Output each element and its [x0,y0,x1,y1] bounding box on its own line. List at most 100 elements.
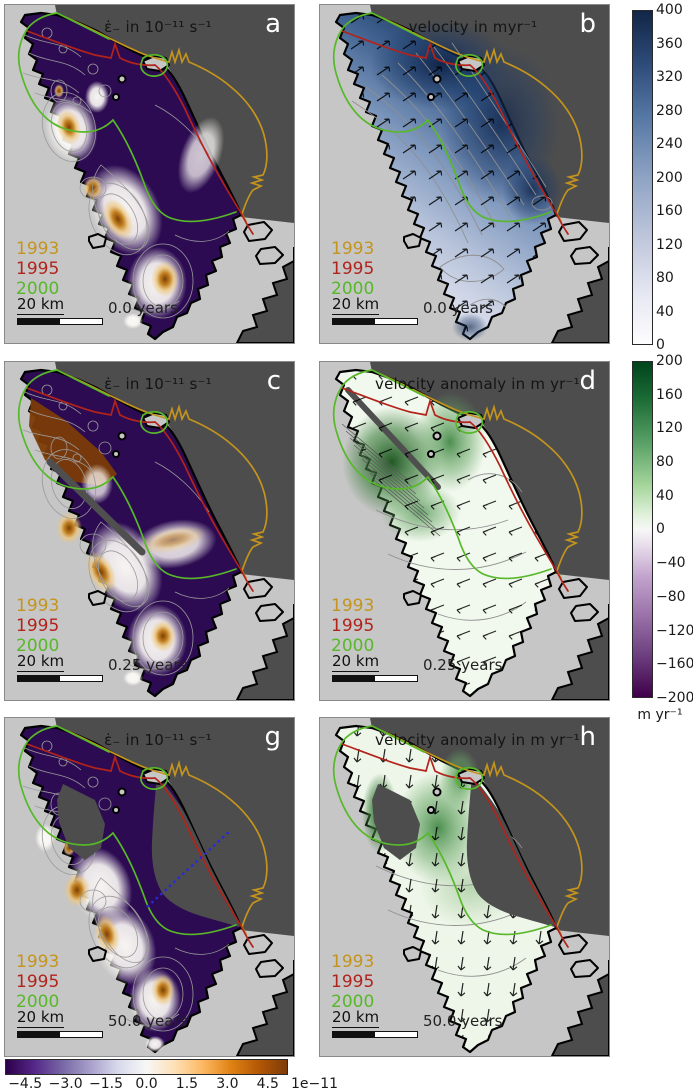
tick-label: 40 [656,487,674,504]
strain-colorbar-ticks: −4.5 −3.0 −1.5 0.0 1.5 3.0 4.5 [5,1076,288,1089]
legend-1995: 1995 [331,616,375,636]
tick-label: −40 [656,555,686,572]
time-label: 0.0 years [108,299,178,317]
scale-bar-label: 20 km [17,652,65,672]
tick-label: 40 [656,303,674,320]
tick-label: 120 [656,420,683,437]
scale-bar-label: 20 km [332,295,380,315]
tick-label: 0 [656,521,665,538]
panel-letter: d [579,366,596,396]
anomaly-colorbar [632,361,653,698]
legend-1995: 1995 [331,972,375,992]
scale-bar-label: 20 km [332,652,380,672]
scale-bar: 20 km [332,651,418,682]
map-d-velocity-anomaly [320,362,609,700]
front-year-legend: 1993 1995 2000 [16,952,59,1012]
tick-label: 280 [656,102,683,119]
legend-1993: 1993 [16,239,60,259]
anomaly-colorbar-unit: m yr⁻¹ [637,707,683,723]
tick-label: 1.5 [175,1076,199,1089]
panel-letter: c [266,366,281,396]
time-label: 0.25 years [108,656,188,674]
legend-2000: 2000 [331,279,375,299]
map-a-strain-rate [5,5,294,343]
anomaly-colorbar-ticks: 200 160 120 80 40 0 −40 −80 −120 −160 −2… [656,354,693,705]
scale-bar: 20 km [17,294,103,325]
legend-2000: 2000 [331,992,375,1012]
tick-label: −4.5 [8,1076,43,1089]
time-label: 0.25 years [423,656,503,674]
tick-label: −80 [656,588,686,605]
scale-bar: 20 km [17,1007,103,1038]
scale-bar-graphic [17,1031,103,1038]
scale-bar-graphic [332,675,418,682]
panel-letter: h [579,722,596,752]
transect-line [146,829,232,908]
scale-bar: 20 km [17,651,103,682]
time-label: 50.0 years [108,1012,188,1030]
velocity-colorbar-ticks: 400 360 320 280 240 200 160 120 80 40 0 [656,3,683,352]
tick-label: 200 [656,353,683,369]
front-year-legend: 1993 1995 2000 [16,239,59,299]
panel-title: velocity anomaly in m yr⁻¹ [375,375,580,393]
tick-label: 360 [656,35,683,52]
map-b-velocity [320,5,609,343]
legend-1993: 1993 [331,239,375,259]
legend-2000: 2000 [16,992,60,1012]
rift-band [46,458,146,556]
tick-label: −200 [656,689,693,706]
panel-letter: b [579,9,596,39]
tick-label: 0 [656,337,665,353]
legend-1993: 1993 [16,596,60,616]
panel-c: ε̇₋ in 10⁻¹¹ s⁻¹ c 1993 1995 2000 20 km … [4,361,295,701]
panel-title: velocity in myr⁻¹ [408,18,538,36]
tick-label: 0.0 [135,1076,158,1089]
panel-h: velocity anomaly in m yr⁻¹ h 1993 1995 2… [319,717,610,1057]
front-year-legend: 1993 1995 2000 [331,952,374,1012]
panel-a: ε̇₋ in 10⁻¹¹ s⁻¹ a 1993 1995 2000 20 km … [4,4,295,344]
map-h-velocity-anomaly [320,718,609,1056]
panel-b: velocity in myr⁻¹ b 1993 1995 2000 20 km… [319,4,610,344]
legend-1993: 1993 [331,596,375,616]
scale-bar-graphic [17,675,103,682]
tick-label: 320 [656,69,683,85]
scale-bar: 20 km [332,1007,418,1038]
map-c-strain-rate [5,362,294,700]
tick-label: 200 [656,169,683,186]
legend-1995: 1995 [16,972,60,992]
tick-label: −160 [656,656,693,673]
legend-2000: 2000 [16,279,60,299]
legend-1995: 1995 [331,259,375,279]
panel-d: velocity anomaly in m yr⁻¹ d 1993 1995 2… [319,361,610,701]
scale-bar-label: 20 km [17,1008,65,1028]
panel-title: ε̇₋ in 10⁻¹¹ s⁻¹ [104,731,212,749]
legend-2000: 2000 [16,636,60,656]
legend-1993: 1993 [16,952,60,972]
front-year-legend: 1993 1995 2000 [331,239,374,299]
scale-bar-label: 20 km [17,295,65,315]
scale-bar-graphic [332,1031,418,1038]
panel-letter: a [265,9,281,39]
panel-letter: g [264,722,281,752]
tick-label: 4.5 [256,1076,279,1089]
front-year-legend: 1993 1995 2000 [331,596,374,656]
tick-label: 160 [656,386,683,403]
scale-bar-graphic [332,318,418,325]
tick-label: −1.5 [89,1076,124,1089]
map-g-strain-rate [5,718,294,1056]
tick-label: 400 [656,2,683,18]
strain-colorbar [5,1059,288,1075]
tick-label: −3.0 [48,1076,83,1089]
tick-label: 80 [656,270,674,286]
panel-title: velocity anomaly in m yr⁻¹ [375,731,580,749]
time-label: 50.0 years [423,1012,503,1030]
tick-label: 240 [656,136,683,152]
legend-2000: 2000 [331,636,375,656]
panel-title: ε̇₋ in 10⁻¹¹ s⁻¹ [104,375,212,393]
velocity-colorbar [632,10,653,345]
legend-1995: 1995 [16,259,60,279]
tick-label: −120 [656,622,693,639]
tick-label: 3.0 [216,1076,239,1089]
panel-title: ε̇₋ in 10⁻¹¹ s⁻¹ [104,18,212,36]
